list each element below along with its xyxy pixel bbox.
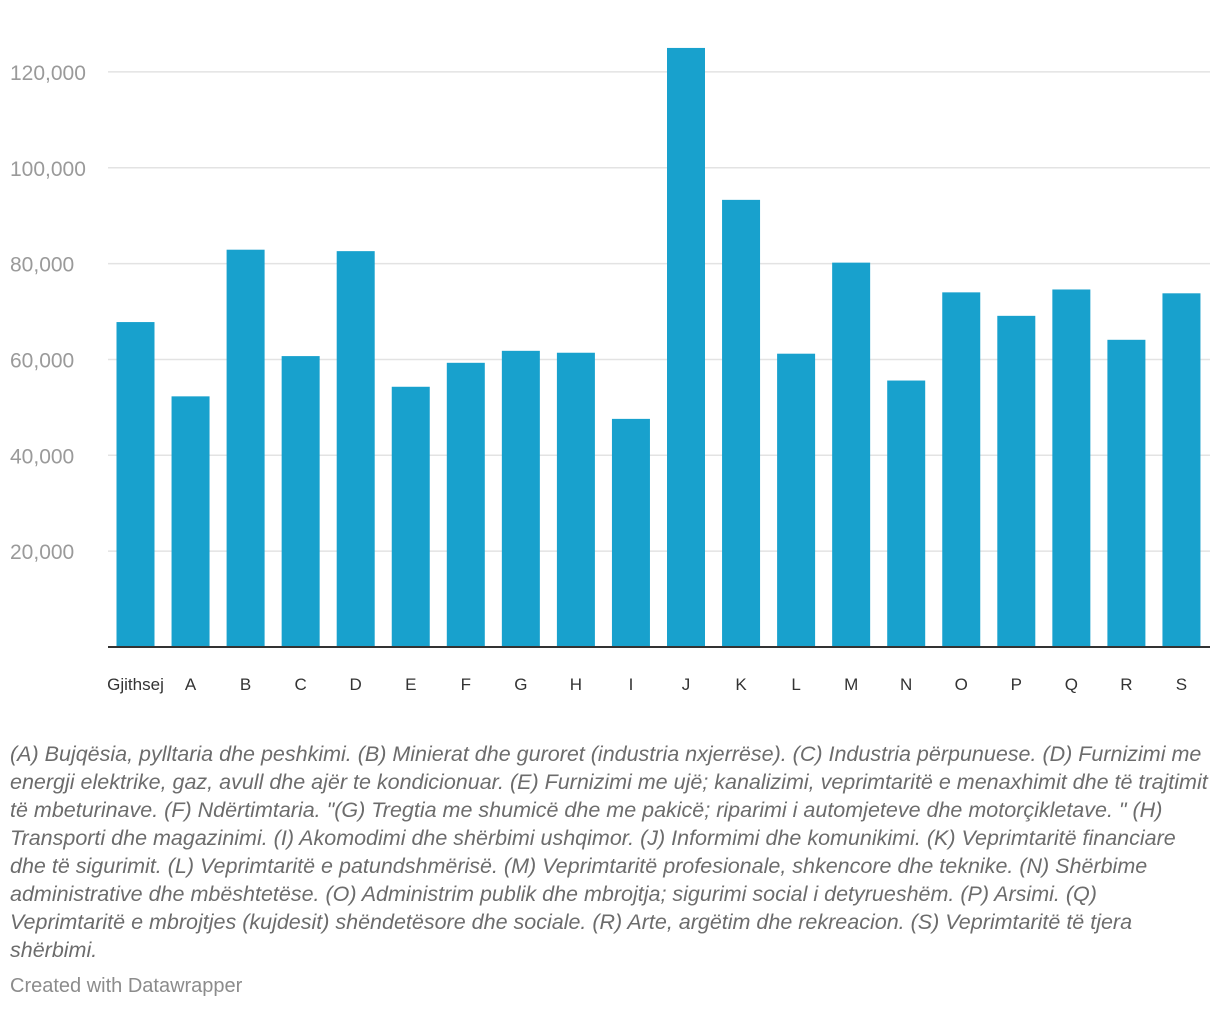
x-tick-label: S	[1176, 675, 1187, 694]
x-tick-label: Gjithsej	[107, 675, 164, 694]
x-tick-label: I	[629, 675, 634, 694]
bar	[667, 47, 705, 647]
bar	[171, 396, 210, 647]
x-tick-label: H	[570, 675, 582, 694]
x-tick-label: C	[295, 675, 307, 694]
x-tick-label: A	[185, 675, 197, 694]
bar	[391, 386, 430, 647]
bar	[611, 418, 650, 647]
bar	[281, 356, 320, 647]
y-tick-label: 120,000	[10, 62, 86, 85]
bar	[832, 262, 871, 647]
y-tick-label: 100,000	[10, 158, 86, 181]
bar-chart: 20,000 40,000 60,000 80,000 100,000 120,000 G…	[10, 47, 1210, 694]
y-tick-label: 40,000	[10, 445, 74, 468]
x-tick-label: N	[900, 675, 912, 694]
bar	[942, 292, 981, 647]
bar	[1107, 339, 1146, 647]
bar	[336, 251, 375, 647]
x-tick-label: L	[791, 675, 800, 694]
bar	[777, 353, 816, 647]
x-tick-label: O	[955, 675, 968, 694]
bar	[501, 350, 540, 647]
datawrapper-credit: Created with Datawrapper	[10, 975, 243, 997]
x-tick-label: J	[682, 675, 691, 694]
bar	[722, 199, 761, 648]
x-axis-tick-labels: Gjithsej A B C D E F G H I J K L M N O P Q R S	[107, 675, 1187, 694]
x-tick-label: M	[844, 675, 858, 694]
bar	[887, 380, 926, 647]
bar	[556, 352, 595, 647]
bar	[226, 249, 265, 647]
bar	[1052, 289, 1091, 647]
gridlines	[108, 71, 1210, 552]
x-tick-label: G	[514, 675, 527, 694]
bar	[446, 362, 485, 647]
bar	[1162, 293, 1201, 647]
y-tick-label: 60,000	[10, 349, 74, 372]
x-tick-label: F	[461, 675, 471, 694]
x-tick-label: K	[735, 675, 747, 694]
category-legend-notes: (A) Bujqësia, pylltaria dhe peshkimi. (B…	[10, 742, 1208, 962]
bars	[116, 47, 1201, 648]
x-tick-label: R	[1120, 675, 1132, 694]
y-tick-label: 20,000	[10, 541, 74, 564]
x-tick-label: D	[350, 675, 362, 694]
x-tick-label: B	[240, 675, 251, 694]
bar	[997, 315, 1036, 647]
y-axis-tick-labels: 20,000 40,000 60,000 80,000 100,000 120,000	[10, 62, 86, 564]
bar	[116, 322, 155, 647]
x-tick-label: E	[405, 675, 416, 694]
y-tick-label: 80,000	[10, 254, 74, 277]
x-tick-label: P	[1011, 675, 1022, 694]
x-tick-label: Q	[1065, 675, 1078, 694]
